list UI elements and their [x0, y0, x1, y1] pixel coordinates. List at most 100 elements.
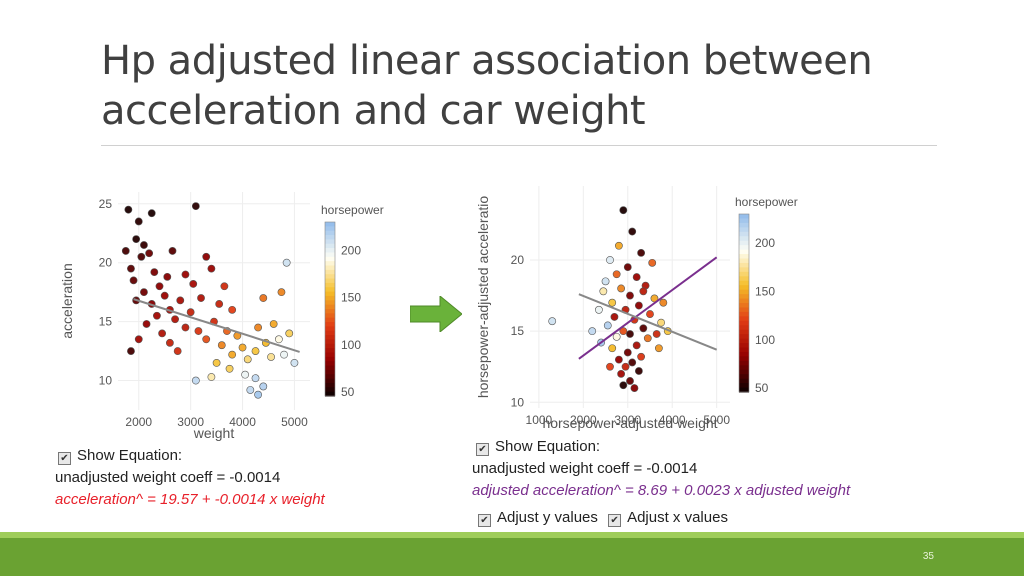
- colorbar-segment: [739, 245, 749, 251]
- colorbar-segment: [739, 276, 749, 282]
- colorbar-segment: [739, 387, 749, 393]
- colorbar-tick-label: 100: [755, 333, 775, 347]
- colorbar-frame: [738, 213, 750, 393]
- data-point: [171, 315, 179, 324]
- colorbar-segment: [325, 300, 335, 306]
- colorbar-segment: [325, 248, 335, 254]
- colorbar-tick-label: 150: [755, 284, 775, 298]
- colorbar-segment: [325, 256, 335, 262]
- data-point: [127, 264, 135, 273]
- data-point: [626, 330, 634, 338]
- data-point: [215, 300, 224, 308]
- data-point: [254, 323, 263, 332]
- right-show-equation-checkbox[interactable]: ✔: [476, 443, 489, 456]
- colorbar-segment: [325, 391, 335, 397]
- data-point: [657, 318, 666, 327]
- data-point: [617, 369, 626, 378]
- colorbar-segment: [739, 303, 749, 309]
- data-point: [285, 329, 294, 338]
- regression-line: [578, 256, 718, 360]
- data-point: [191, 202, 200, 211]
- colorbar-segment: [739, 356, 749, 362]
- colorbar-segment: [325, 269, 335, 275]
- data-point: [173, 347, 182, 355]
- data-point: [612, 270, 621, 279]
- data-point: [619, 381, 628, 390]
- data-point: [608, 298, 617, 307]
- data-point: [165, 338, 174, 347]
- data-point: [606, 362, 614, 371]
- data-point: [127, 347, 135, 355]
- adjust-x-checkbox[interactable]: ✔: [608, 514, 622, 527]
- colorbar-segment: [325, 278, 335, 284]
- data-point: [612, 332, 621, 341]
- colorbar-segment: [739, 316, 749, 322]
- colorbar-segment: [739, 369, 749, 375]
- data-point: [134, 217, 143, 226]
- data-point: [153, 311, 161, 320]
- right-unadjusted-coeff: unadjusted weight coeff = -0.0014: [472, 460, 698, 477]
- left-show-equation-checkbox[interactable]: ✔: [58, 452, 71, 465]
- colorbar-segment: [325, 309, 335, 314]
- data-point: [274, 335, 283, 344]
- adjust-y-label: Adjust y values: [497, 509, 598, 526]
- colorbar-title: horsepower: [735, 195, 798, 209]
- data-point: [140, 241, 148, 249]
- colorbar-segment: [325, 226, 335, 232]
- x-tick-label: 4000: [659, 413, 686, 427]
- colorbar-segment: [739, 249, 749, 255]
- x-tick-label: 4000: [229, 415, 256, 429]
- data-point: [614, 355, 623, 364]
- right-show-equation[interactable]: ✔ Show Equation:: [476, 438, 600, 456]
- data-point: [621, 362, 630, 371]
- data-point: [168, 247, 177, 255]
- data-point: [158, 329, 167, 338]
- x-tick-label: 1000: [526, 413, 553, 427]
- data-point: [634, 367, 643, 375]
- colorbar-frame: [324, 221, 336, 397]
- colorbar-segment: [739, 374, 749, 380]
- y-axis-label: horsepower-adjusted acceleratio: [475, 196, 491, 399]
- colorbar-segment: [739, 258, 749, 264]
- data-point: [628, 358, 637, 367]
- data-point: [652, 330, 661, 338]
- data-point: [606, 256, 614, 264]
- colorbar-segment: [325, 222, 335, 227]
- data-point: [155, 282, 164, 291]
- colorbar-segment: [739, 214, 749, 220]
- data-point: [129, 276, 138, 285]
- data-point: [619, 327, 628, 336]
- y-tick-label: 10: [99, 374, 113, 388]
- colorbar-segment: [739, 231, 749, 237]
- data-point: [637, 248, 646, 257]
- colorbar-segment: [739, 329, 749, 335]
- adjust-y-checkbox[interactable]: ✔: [478, 514, 491, 527]
- data-point: [623, 348, 632, 357]
- data-point: [639, 324, 648, 333]
- colorbar-segment: [325, 295, 335, 301]
- colorbar-segment: [325, 287, 335, 293]
- data-point: [280, 350, 288, 359]
- x-tick-label: 5000: [703, 413, 730, 427]
- x-axis-label: weight: [193, 425, 235, 441]
- colorbar-segment: [325, 304, 335, 310]
- data-point: [202, 252, 211, 261]
- right-equation: adjusted acceleration^ = 8.69 + 0.0023 x…: [472, 482, 851, 499]
- colorbar-segment: [739, 325, 749, 331]
- colorbar-segment: [325, 361, 335, 367]
- footer-bar: [0, 538, 1024, 576]
- colorbar-segment: [325, 265, 335, 271]
- colorbar-segment: [325, 291, 335, 297]
- data-point: [637, 352, 646, 361]
- x-tick-label: 3000: [177, 415, 204, 429]
- data-point: [134, 335, 143, 344]
- colorbar-segment: [325, 378, 335, 384]
- colorbar-segment: [325, 230, 335, 236]
- data-point: [251, 347, 260, 355]
- left-unadjusted-coeff: unadjusted weight coeff = -0.0014: [55, 469, 281, 486]
- right-scatter-chart: 1000 2000 3000 4000 5000 10 15 20 horsepower-adj…: [475, 186, 798, 431]
- data-point: [630, 384, 639, 392]
- y-tick-label: 15: [99, 315, 113, 329]
- data-point: [142, 320, 151, 328]
- left-show-equation[interactable]: ✔ Show Equation:: [58, 447, 182, 465]
